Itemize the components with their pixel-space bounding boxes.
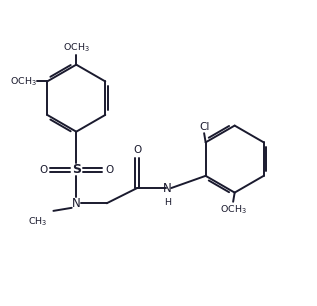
Text: OCH$_3$: OCH$_3$ (10, 75, 36, 88)
Text: OCH$_3$: OCH$_3$ (63, 42, 90, 54)
Text: O: O (105, 165, 113, 175)
Text: O: O (133, 144, 141, 155)
Text: N: N (163, 181, 172, 195)
Text: N: N (72, 197, 81, 210)
Text: CH$_3$: CH$_3$ (28, 215, 47, 228)
Text: O: O (39, 165, 47, 175)
Text: OCH$_3$: OCH$_3$ (220, 203, 247, 216)
Text: H: H (164, 198, 171, 207)
Text: S: S (72, 163, 81, 176)
Text: Cl: Cl (199, 122, 209, 132)
